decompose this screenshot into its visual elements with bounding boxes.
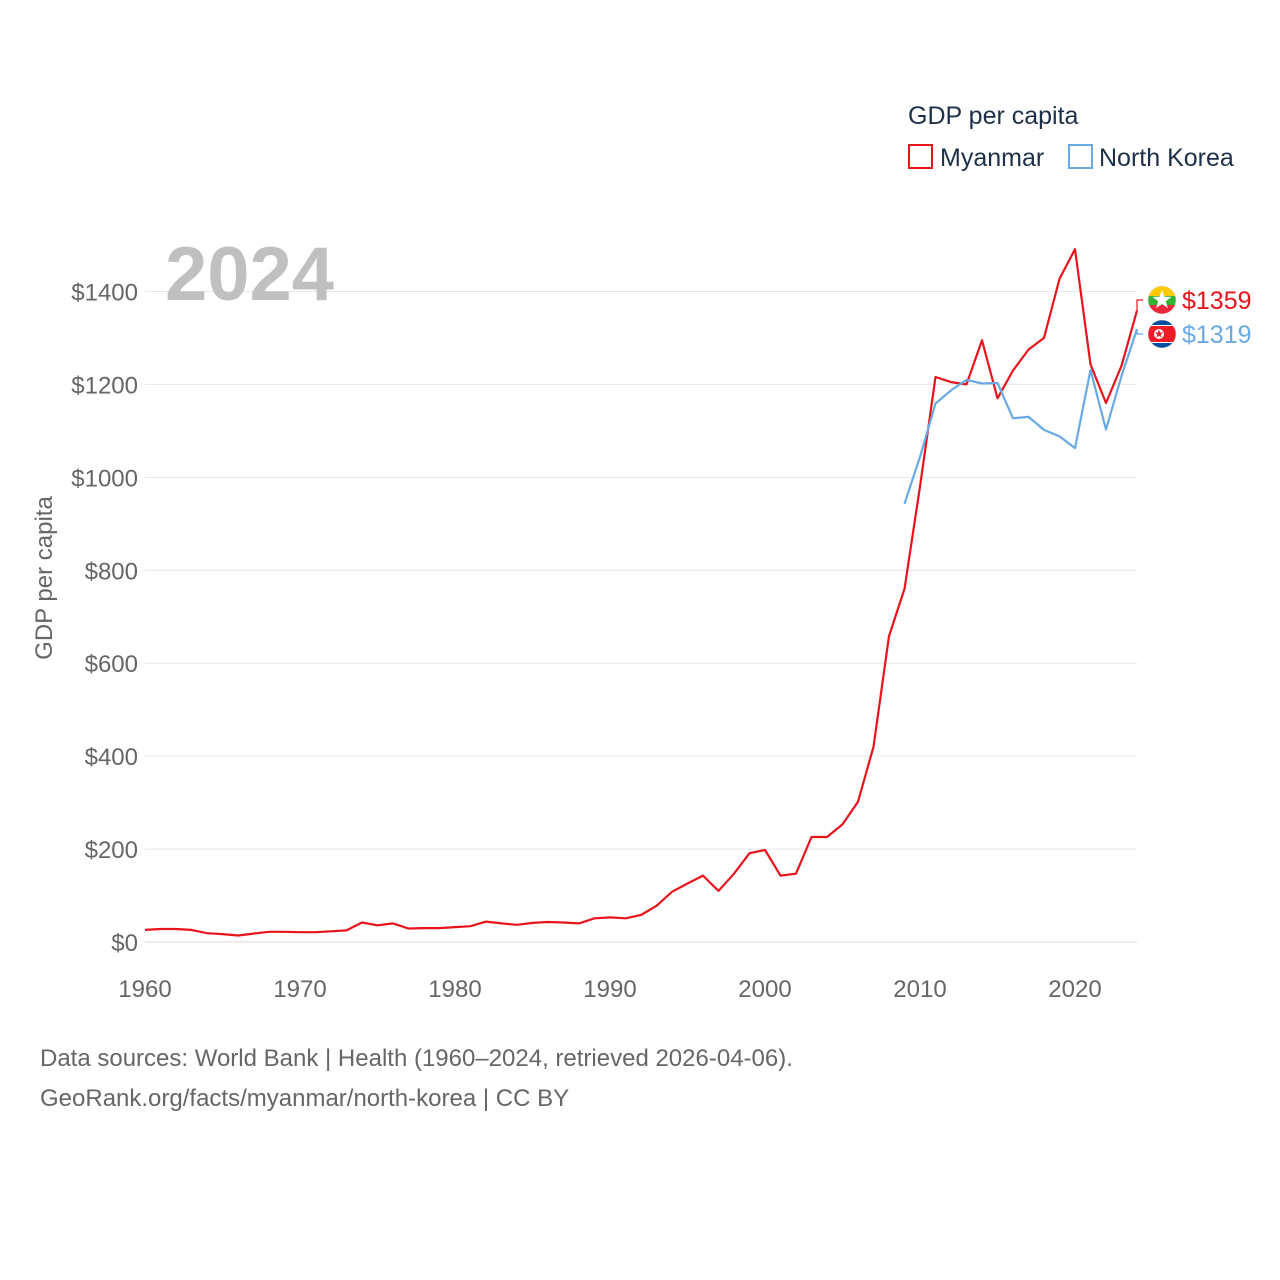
x-tick-label: 1970 — [273, 976, 326, 1003]
y-axis-label: GDP per capita — [31, 496, 58, 660]
y-tick-label: $0 — [111, 930, 138, 957]
series-line-myanmar — [144, 248, 1139, 937]
year-label: 2024 — [165, 232, 334, 317]
legend-label-myanmar: Myanmar — [940, 144, 1044, 172]
x-tick-label: 2010 — [893, 976, 946, 1003]
x-tick-label: 1980 — [428, 976, 481, 1003]
legend-item-myanmar[interactable]: Myanmar — [908, 144, 1044, 172]
end-connector-north-korea — [1136, 329, 1143, 335]
y-tick-label: $200 — [85, 837, 138, 864]
end-connector-myanmar — [1136, 299, 1143, 311]
y-tick-label: $1400 — [71, 279, 138, 306]
legend-label-north-korea: North Korea — [1099, 144, 1234, 172]
north-korea-flag-icon — [1147, 319, 1177, 349]
series-line-north-korea — [903, 328, 1139, 505]
y-tick-label: $600 — [85, 651, 138, 678]
x-tick-label: 1960 — [118, 976, 171, 1003]
legend: GDP per capita Myanmar North Korea — [908, 102, 1234, 172]
end-labels: $1359 $1319 — [1136, 285, 1252, 349]
y-tick-label: $1200 — [71, 372, 138, 399]
x-tick-label: 2020 — [1048, 976, 1101, 1003]
legend-item-north-korea[interactable]: North Korea — [1068, 144, 1234, 172]
end-value-label-north-korea: $1319 — [1182, 321, 1252, 349]
x-tick-label: 2000 — [738, 976, 791, 1003]
y-tick-label: $800 — [85, 558, 138, 585]
x-tick-label: 1990 — [583, 976, 636, 1003]
legend-swatch-north-korea — [1068, 144, 1093, 169]
credit-note[interactable]: GeoRank.org/facts/myanmar/north-korea | … — [40, 1085, 570, 1112]
legend-swatch-myanmar — [908, 144, 933, 169]
gridlines — [145, 290, 1137, 943]
source-note: Data sources: World Bank | Health (1960–… — [40, 1045, 793, 1072]
myanmar-flag-icon — [1147, 285, 1177, 315]
end-value-label-myanmar: $1359 — [1182, 287, 1252, 315]
y-tick-label: $1000 — [71, 465, 138, 492]
y-axis-ticks: $0 $200 $400 $600 $800 $1000 $1200 $1400 — [71, 279, 138, 957]
series-lines — [144, 248, 1139, 937]
x-axis-ticks: 1960 1970 1980 1990 2000 2010 2020 — [118, 976, 1101, 1003]
y-tick-label: $400 — [85, 744, 138, 771]
legend-title: GDP per capita — [908, 102, 1079, 130]
